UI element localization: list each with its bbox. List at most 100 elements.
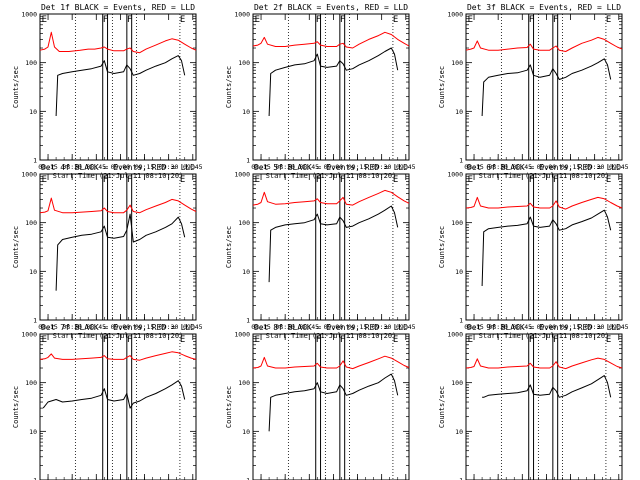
x-tick-label: 09:45 xyxy=(396,323,416,331)
series-lld-line xyxy=(252,31,410,49)
marker-label: F xyxy=(127,15,132,25)
panel-title: Det 5f BLACK = Events, RED = LLD xyxy=(254,163,408,172)
x-axis-label: Start Time (21-Jul-11 08:10:20) xyxy=(479,332,610,340)
x-axis-label: Start Time (21-Jul-11 08:10:20) xyxy=(479,172,610,180)
series-lld-line xyxy=(252,189,410,206)
y-tick-label: 1 xyxy=(459,157,463,165)
y-tick-label: 10 xyxy=(455,268,463,276)
x-tick-label: 09:00 xyxy=(324,323,344,331)
y-tick-label: 1000 xyxy=(21,11,37,19)
marker-label: E xyxy=(468,175,473,185)
y-tick-label: 10 xyxy=(29,108,37,116)
x-tick-label: 09:45 xyxy=(183,163,203,171)
y-tick-label: 1 xyxy=(33,317,37,325)
y-axis-label: Counts/sec xyxy=(12,226,20,268)
marker-label: F xyxy=(103,175,108,185)
y-tick-label: 10 xyxy=(455,428,463,436)
marker-label: E xyxy=(180,335,185,345)
x-tick-label: 09:00 xyxy=(324,163,344,171)
panel-det-6: Det 6f BLACK = Events, RED = LLD E F F E 1 10 1… xyxy=(438,163,629,340)
y-tick-label: 1000 xyxy=(21,331,37,339)
panel-det-9: Det 9f BLACK = Events, RED = LLD E F F E 1 10 1… xyxy=(438,323,623,480)
x-tick-label: 09:30 xyxy=(159,163,179,171)
y-tick-label: 1000 xyxy=(234,331,250,339)
series-lld-line xyxy=(465,36,623,52)
marker-label: E xyxy=(606,335,611,345)
y-axis-label: Counts/sec xyxy=(225,386,233,428)
x-tick-label: 08:45 xyxy=(299,323,319,331)
x-tick-label: 08:15 xyxy=(464,163,484,171)
marker-label: F xyxy=(316,175,321,185)
x-tick-label: 09:45 xyxy=(396,163,416,171)
x-tick-label: 09:15 xyxy=(348,323,368,331)
y-tick-label: 1000 xyxy=(234,11,250,19)
x-tick-label: 09:15 xyxy=(135,323,155,331)
marker-label: F xyxy=(316,15,321,25)
x-tick-label: 09:00 xyxy=(111,163,131,171)
series-lld-line xyxy=(39,351,197,361)
y-tick-label: 1 xyxy=(246,157,250,165)
series-lld-line xyxy=(252,355,410,370)
panel-title: Det 8f BLACK = Events, RED = LLD xyxy=(254,323,408,332)
panel-title: Det 6f BLACK = Events, RED = LLD xyxy=(467,163,621,172)
plot-frame xyxy=(465,333,623,480)
panel-det-5: Det 5f BLACK = Events, RED = LLD E F F E 1 10 1… xyxy=(225,163,416,340)
y-tick-label: 100 xyxy=(451,59,463,67)
y-axis-label: Counts/sec xyxy=(225,226,233,268)
panel-title: Det 2f BLACK = Events, RED = LLD xyxy=(254,3,408,12)
y-tick-label: 100 xyxy=(451,379,463,387)
x-tick-label: 08:45 xyxy=(512,323,532,331)
x-tick-label: 08:30 xyxy=(62,323,82,331)
y-axis-label: Counts/sec xyxy=(225,66,233,108)
plot-frame xyxy=(252,173,410,321)
x-tick-label: 09:45 xyxy=(183,323,203,331)
x-tick-label: 08:45 xyxy=(512,163,532,171)
x-tick-label: 08:45 xyxy=(299,163,319,171)
y-tick-label: 1 xyxy=(459,317,463,325)
y-tick-label: 10 xyxy=(242,268,250,276)
marker-label: E xyxy=(255,335,260,345)
marker-label: E xyxy=(393,335,398,345)
x-tick-label: 09:30 xyxy=(585,323,605,331)
y-tick-label: 10 xyxy=(29,268,37,276)
x-axis-label: Start Time (21-Jul-11 08:10:20) xyxy=(266,172,397,180)
plot-frame xyxy=(39,13,197,161)
marker-label: E xyxy=(42,15,47,25)
series-events-line xyxy=(55,213,186,291)
x-tick-label: 09:30 xyxy=(372,163,392,171)
marker-label: E xyxy=(468,15,473,25)
panel-det-8: Det 8f BLACK = Events, RED = LLD E F F E 1 10 1… xyxy=(225,323,410,480)
marker-label: F xyxy=(127,175,132,185)
marker-label: F xyxy=(529,15,534,25)
x-tick-label: 09:15 xyxy=(348,163,368,171)
x-tick-label: 09:15 xyxy=(561,163,581,171)
panel-title: Det 7f BLACK = Events, RED = LLD xyxy=(41,323,195,332)
series-events-line xyxy=(481,209,612,287)
x-tick-label: 09:30 xyxy=(585,163,605,171)
x-tick-label: 09:45 xyxy=(609,323,629,331)
y-tick-label: 100 xyxy=(25,219,37,227)
marker-label: E xyxy=(606,175,611,185)
series-events-line xyxy=(42,380,186,409)
panel-det-1: Det 1f BLACK = Events, RED = LLD E F F E 1 10 1… xyxy=(12,3,203,180)
x-tick-label: 09:00 xyxy=(537,163,557,171)
y-tick-label: 1 xyxy=(459,477,463,480)
marker-label: F xyxy=(340,175,345,185)
marker-label: E xyxy=(393,15,398,25)
panel-title: Det 9f BLACK = Events, RED = LLD xyxy=(467,323,621,332)
series-events-line xyxy=(268,47,399,117)
plot-frame xyxy=(252,333,410,480)
marker-label: F xyxy=(340,335,345,345)
marker-label: E xyxy=(606,15,611,25)
x-axis-label: Start Time (21-Jul-11 08:10:20) xyxy=(53,332,184,340)
x-tick-label: 08:30 xyxy=(275,163,295,171)
marker-label: F xyxy=(529,335,534,345)
marker-label: E xyxy=(42,335,47,345)
x-tick-label: 08:15 xyxy=(251,163,271,171)
x-tick-label: 08:15 xyxy=(464,323,484,331)
series-events-line xyxy=(55,55,186,117)
marker-label: E xyxy=(180,15,185,25)
x-tick-label: 08:15 xyxy=(38,163,58,171)
series-events-line xyxy=(268,373,399,432)
